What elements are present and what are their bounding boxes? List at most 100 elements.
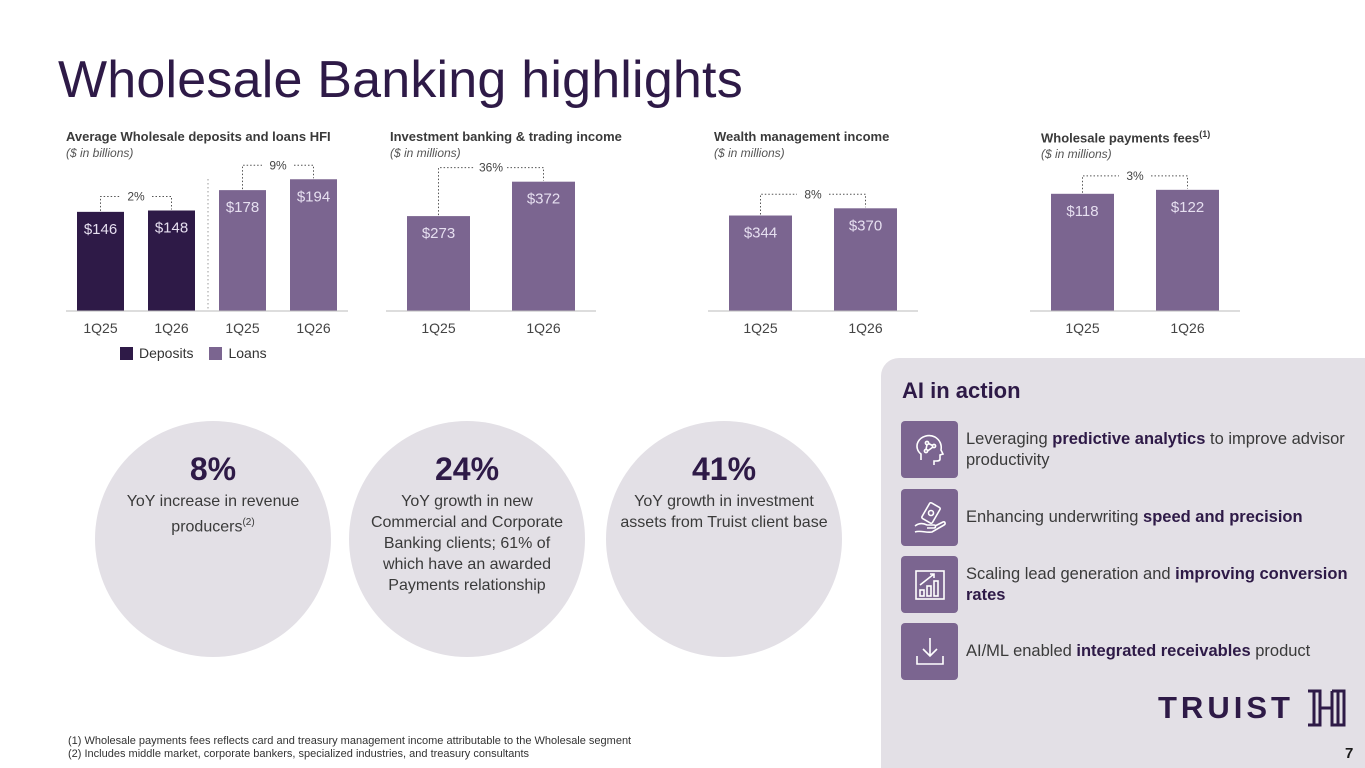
growth-label: 36%: [479, 161, 503, 175]
stat-value: 41%: [691, 451, 757, 487]
bar-value-label: $273: [422, 225, 455, 242]
legend-label: Deposits: [139, 345, 194, 361]
chart-header-investment-banking: Investment banking & trading income ($ i…: [390, 129, 622, 160]
page-title: Wholesale Banking highlights: [58, 51, 743, 109]
ai-text-post: product: [1250, 642, 1311, 660]
bar-1q26: [512, 181, 575, 311]
ai-text-pre: Enhancing underwriting: [966, 508, 1144, 526]
x-tick-label: 1Q25: [1065, 320, 1099, 336]
chart-header-wealth-management: Wealth management income ($ in millions): [714, 129, 889, 160]
x-tick-label: 1Q25: [83, 320, 117, 336]
ai-item-predictive-analytics: Leveraging predictive analytics to impro…: [901, 421, 1361, 478]
x-tick-label: 1Q25: [225, 320, 259, 336]
growth-chart-icon: [901, 556, 958, 613]
x-tick-label: 1Q26: [154, 320, 188, 336]
ai-text-bold: improving conversion rates: [966, 564, 1348, 604]
growth-label: 3%: [1126, 169, 1144, 183]
stat-circle-revenue-producers: 8% YoY increase in revenue producers(2): [95, 421, 331, 657]
stat-text: YoY increase in revenue producers(2): [108, 491, 318, 537]
chart-title-footnote: (1): [1199, 129, 1211, 139]
bar-1q25: [407, 216, 470, 311]
ai-text-bold: predictive analytics: [1052, 429, 1206, 448]
stat-circle-new-clients: 24% YoY growth in new Commercial and Cor…: [349, 421, 585, 657]
growth-connector: [100, 195, 172, 211]
footnote-1: (1) Wholesale payments fees reflects car…: [68, 735, 632, 747]
bar-1q25: [77, 211, 124, 311]
legend-label: Loans: [228, 345, 267, 361]
bar-1q25: [729, 215, 792, 311]
stat-text-body: YoY increase in revenue producers: [126, 493, 300, 536]
legend-swatch-loans: [209, 346, 223, 360]
wealth-management-chart: $344 1Q25 $370 1Q26 8%: [708, 187, 918, 336]
legend-item-loans: Loans: [209, 345, 267, 361]
ai-text-pre: Leveraging: [966, 429, 1053, 448]
chart-title-text: Wholesale payments fees: [1041, 130, 1200, 146]
chart-title: Average Wholesale deposits and loans HFI: [66, 129, 331, 144]
ai-text-post: to improve advisor productivity: [966, 429, 1345, 469]
ai-text-bold: speed and precision: [1143, 508, 1303, 526]
chart-unit: ($ in millions): [714, 146, 785, 160]
chart-header-payments-fees: Wholesale payments fees(1) ($ in million…: [1041, 129, 1210, 161]
chart-title: Investment banking & trading income: [390, 129, 622, 144]
legend-item-deposits: Deposits: [120, 345, 193, 361]
x-tick-label: 1Q25: [421, 320, 455, 336]
ai-item-text: Enhancing underwriting speed and precisi…: [966, 507, 1361, 528]
ai-item-lead-generation: Scaling lead generation and improving co…: [901, 556, 1361, 613]
x-tick-label: 1Q26: [296, 320, 330, 336]
bar-value-label: $178: [226, 199, 259, 216]
legend-swatch-deposits: [120, 346, 133, 360]
bar-value-label: $194: [297, 188, 330, 205]
page-number: 7: [1345, 745, 1354, 762]
chart-unit: ($ in billions): [66, 146, 134, 160]
ai-text-pre: AI/ML enabled: [966, 642, 1077, 660]
chart-title: Wholesale payments fees(1): [1041, 129, 1210, 145]
logo-mark-icon: [1307, 689, 1346, 727]
ai-item-underwriting: Enhancing underwriting speed and precisi…: [901, 489, 1361, 546]
bar-value-label: $148: [155, 219, 188, 236]
bar-value-label: $344: [744, 225, 777, 242]
ai-in-action-panel: AI in action Leveraging predictive analy…: [881, 358, 1365, 768]
growth-connector: [760, 193, 866, 215]
bar-1q26: [1156, 189, 1219, 311]
investment-banking-chart: $273 1Q25 $372 1Q26 36%: [386, 161, 596, 336]
ai-text-bold: integrated receivables: [1076, 642, 1251, 660]
bar-1q26: [834, 208, 897, 311]
x-tick-label: 1Q25: [743, 320, 777, 336]
chart-header-deposits-loans: Average Wholesale deposits and loans HFI…: [66, 129, 331, 160]
bar-value-label: $370: [849, 217, 882, 234]
stat-value: 8%: [189, 451, 237, 487]
ai-panel-title: AI in action: [902, 378, 1021, 403]
bar-value-label: $118: [1066, 203, 1098, 220]
x-tick-label: 1Q26: [1170, 320, 1204, 336]
x-tick-label: 1Q26: [526, 320, 560, 336]
stat-footnote: (2): [242, 517, 255, 528]
chart-legend: Deposits Loans: [120, 345, 267, 361]
logo-wordmark: TRUIST: [1158, 690, 1294, 725]
ai-item-integrated-receivables: AI/ML enabled integrated receivables pro…: [901, 623, 1361, 680]
ai-item-text: AI/ML enabled integrated receivables pro…: [966, 641, 1361, 662]
bar-value-label: $146: [84, 221, 117, 238]
brain-circuit-icon: [901, 421, 958, 478]
ai-item-text: Scaling lead generation and improving co…: [966, 564, 1361, 606]
stat-text: YoY growth in investment assets from Tru…: [620, 493, 828, 531]
growth-label: 2%: [127, 189, 145, 203]
ai-item-text: Leveraging predictive analytics to impro…: [966, 429, 1361, 471]
chart-unit: ($ in millions): [390, 146, 461, 160]
ai-text-pre: Scaling lead generation and: [966, 564, 1176, 583]
chart-unit: ($ in millions): [1041, 147, 1112, 162]
hand-money-icon: [901, 489, 958, 546]
x-tick-label: 1Q26: [848, 320, 882, 336]
chart-title: Wealth management income: [714, 129, 890, 144]
bar-value-label: $372: [527, 191, 560, 208]
growth-label: 9%: [269, 158, 287, 172]
stat-value: 24%: [434, 451, 500, 487]
bar-1q26: [148, 210, 195, 311]
bar-1q25: [219, 190, 266, 311]
growth-connector: [242, 164, 314, 190]
bar-value-label: $122: [1171, 199, 1204, 216]
growth-connector: [1082, 175, 1188, 193]
bar-1q26: [290, 179, 337, 311]
stat-text: YoY growth in new Commercial and Corpora…: [370, 493, 564, 594]
stat-circle-investment-assets: 41% YoY growth in investment assets from…: [606, 421, 842, 657]
bar-1q25: [1051, 193, 1114, 311]
